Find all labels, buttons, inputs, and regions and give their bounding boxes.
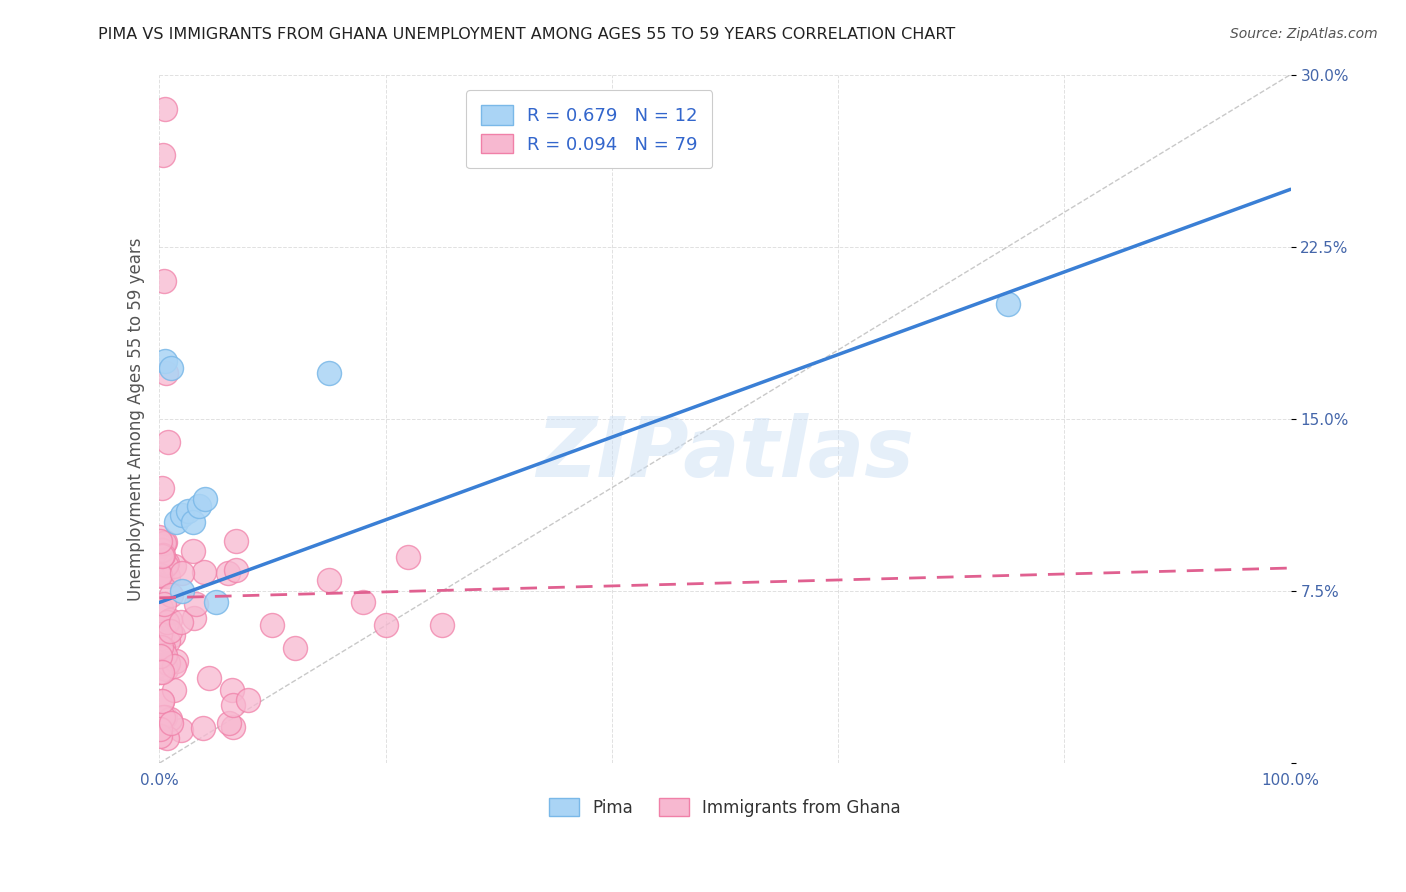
Point	[152, 538, 174, 552]
Point	[193, 565, 215, 579]
Point	[149, 627, 172, 641]
Point	[149, 665, 172, 679]
Point	[170, 615, 193, 630]
Point	[152, 548, 174, 562]
Point	[152, 549, 174, 563]
Point	[172, 566, 194, 580]
Point	[157, 434, 180, 449]
Point	[153, 274, 176, 288]
Y-axis label: Unemployment Among Ages 55 to 59 years: Unemployment Among Ages 55 to 59 years	[128, 237, 145, 600]
Point	[191, 721, 214, 735]
Point	[150, 632, 173, 646]
Point	[159, 361, 181, 376]
Point	[183, 611, 205, 625]
Point	[218, 715, 240, 730]
Point	[150, 694, 173, 708]
Point	[155, 662, 177, 676]
Point	[222, 720, 245, 734]
Point	[152, 620, 174, 634]
Point	[150, 640, 173, 654]
Point	[163, 682, 186, 697]
Point	[170, 584, 193, 599]
Point	[150, 539, 173, 553]
Point	[160, 716, 183, 731]
Point	[236, 693, 259, 707]
Point	[153, 648, 176, 663]
Point	[153, 354, 176, 368]
Text: PIMA VS IMMIGRANTS FROM GHANA UNEMPLOYMENT AMONG AGES 55 TO 59 YEARS CORRELATION: PIMA VS IMMIGRANTS FROM GHANA UNEMPLOYME…	[98, 27, 956, 42]
Point	[205, 595, 228, 609]
Point	[194, 492, 217, 507]
Point	[155, 558, 177, 572]
Point	[150, 694, 173, 708]
Point	[162, 628, 184, 642]
Point	[181, 515, 204, 529]
Point	[170, 723, 193, 737]
Point	[396, 549, 419, 564]
Point	[159, 712, 181, 726]
Point	[153, 102, 176, 116]
Point	[165, 654, 187, 668]
Point	[170, 508, 193, 523]
Point	[149, 567, 172, 582]
Point	[155, 366, 177, 380]
Point	[221, 683, 243, 698]
Point	[152, 148, 174, 162]
Point	[152, 710, 174, 724]
Point	[262, 618, 284, 632]
Point	[184, 597, 207, 611]
Point	[149, 648, 172, 663]
Point	[176, 503, 198, 517]
Point	[152, 536, 174, 550]
Point	[217, 566, 239, 581]
Text: ZIPatlas: ZIPatlas	[536, 413, 914, 494]
Legend: Pima, Immigrants from Ghana: Pima, Immigrants from Ghana	[543, 792, 907, 823]
Point	[153, 710, 176, 724]
Point	[148, 567, 170, 582]
Point	[318, 366, 340, 380]
Point	[155, 615, 177, 629]
Point	[374, 618, 396, 632]
Point	[150, 542, 173, 557]
Point	[153, 597, 176, 611]
Point	[162, 658, 184, 673]
Point	[149, 533, 172, 548]
Point	[352, 595, 374, 609]
Point	[149, 722, 172, 736]
Point	[152, 640, 174, 655]
Point	[150, 665, 173, 679]
Point	[156, 569, 179, 583]
Point	[159, 613, 181, 627]
Point	[150, 568, 173, 582]
Point	[157, 634, 180, 648]
Point	[157, 657, 180, 671]
Point	[150, 481, 173, 495]
Point	[188, 499, 211, 513]
Point	[430, 618, 453, 632]
Point	[181, 544, 204, 558]
Text: Source: ZipAtlas.com: Source: ZipAtlas.com	[1230, 27, 1378, 41]
Point	[160, 588, 183, 602]
Point	[198, 671, 221, 685]
Point	[156, 731, 179, 745]
Point	[225, 563, 247, 577]
Point	[997, 297, 1019, 311]
Point	[156, 556, 179, 570]
Point	[159, 624, 181, 639]
Point	[149, 729, 172, 743]
Point	[165, 515, 187, 529]
Point	[149, 657, 172, 672]
Point	[153, 660, 176, 674]
Point	[318, 573, 340, 587]
Point	[153, 534, 176, 549]
Point	[225, 533, 247, 548]
Point	[163, 558, 186, 573]
Point	[222, 698, 245, 712]
Point	[284, 641, 307, 656]
Point	[148, 530, 170, 544]
Point	[150, 601, 173, 615]
